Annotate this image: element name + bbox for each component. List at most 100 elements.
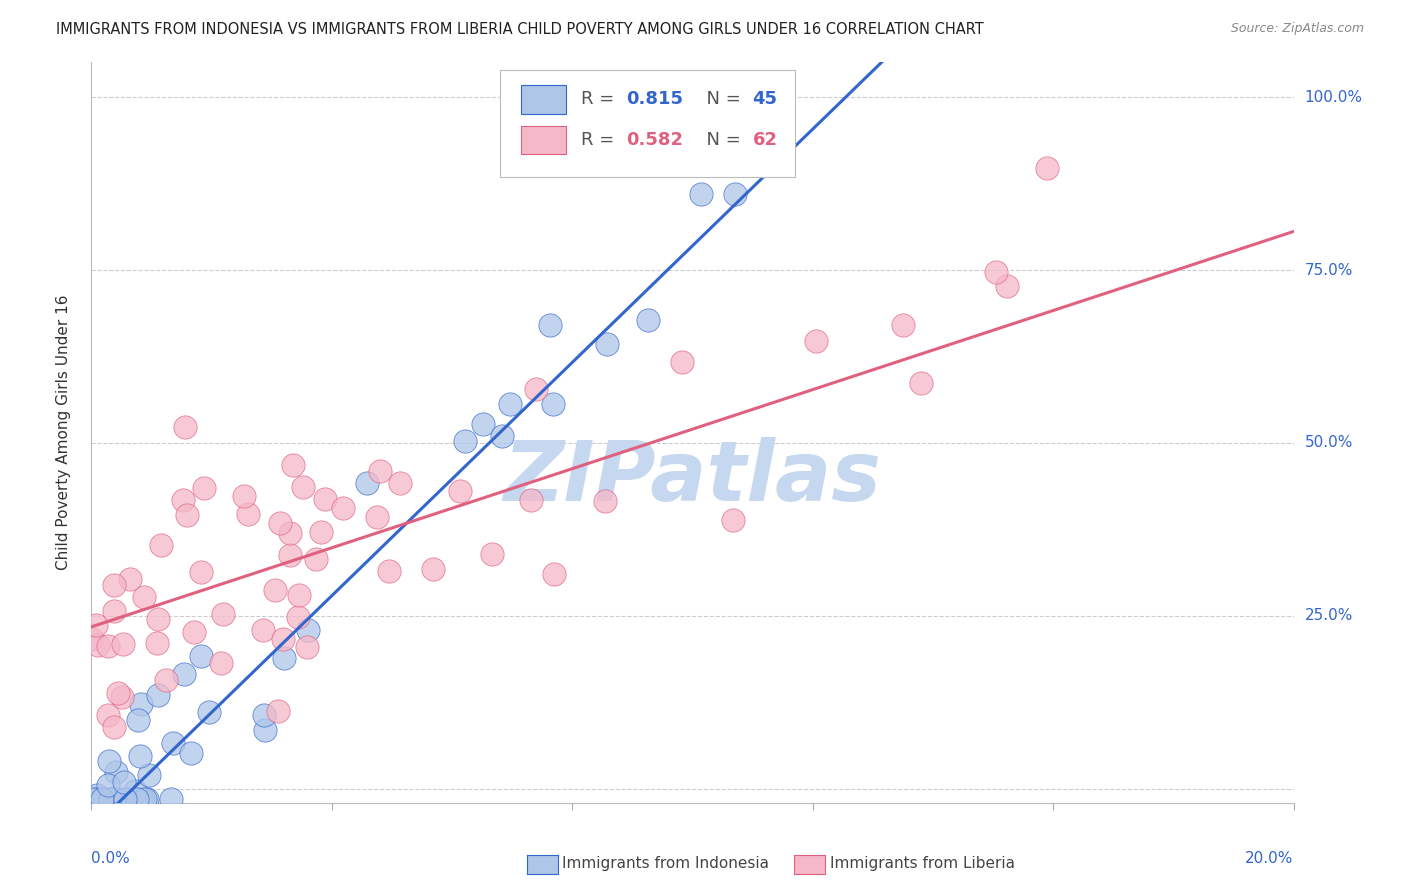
- Point: [209, 656, 232, 670]
- Point: [278, 549, 301, 563]
- Point: [111, 690, 134, 705]
- Point: [190, 649, 212, 664]
- Point: [174, 420, 197, 434]
- Text: Immigrants from Indonesia: Immigrants from Indonesia: [562, 856, 769, 871]
- Text: 25.0%: 25.0%: [1305, 608, 1353, 624]
- Point: [543, 567, 565, 582]
- Point: [136, 792, 159, 806]
- Point: [98, 792, 121, 806]
- Text: 45: 45: [752, 90, 778, 109]
- Point: [86, 792, 108, 806]
- Point: [129, 748, 152, 763]
- Text: 75.0%: 75.0%: [1305, 262, 1353, 277]
- Point: [138, 768, 160, 782]
- Text: 0.815: 0.815: [626, 90, 683, 109]
- Point: [314, 491, 336, 506]
- Text: R =: R =: [581, 131, 620, 149]
- Point: [356, 475, 378, 490]
- Point: [180, 746, 202, 760]
- Point: [104, 764, 127, 779]
- Point: [288, 588, 311, 602]
- Point: [278, 525, 301, 540]
- Point: [273, 651, 295, 665]
- FancyBboxPatch shape: [520, 86, 567, 113]
- Point: [253, 708, 276, 723]
- Text: 50.0%: 50.0%: [1305, 435, 1353, 450]
- Point: [118, 573, 141, 587]
- Point: [910, 376, 932, 391]
- Text: 0.582: 0.582: [626, 131, 683, 149]
- Point: [366, 510, 388, 524]
- Point: [287, 610, 309, 624]
- Point: [87, 638, 110, 652]
- Point: [269, 516, 291, 530]
- Point: [263, 583, 285, 598]
- Point: [193, 481, 215, 495]
- Point: [131, 792, 153, 806]
- Point: [305, 551, 328, 566]
- Point: [491, 429, 513, 443]
- Point: [281, 458, 304, 473]
- Point: [481, 547, 503, 561]
- Point: [690, 186, 713, 201]
- Point: [155, 673, 177, 688]
- FancyBboxPatch shape: [520, 126, 567, 154]
- Point: [724, 187, 747, 202]
- Point: [233, 490, 256, 504]
- Point: [97, 754, 120, 768]
- Text: IMMIGRANTS FROM INDONESIA VS IMMIGRANTS FROM LIBERIA CHILD POVERTY AMONG GIRLS U: IMMIGRANTS FROM INDONESIA VS IMMIGRANTS …: [56, 22, 984, 37]
- Point: [146, 689, 169, 703]
- Point: [671, 355, 693, 369]
- Point: [422, 562, 444, 576]
- Point: [131, 697, 153, 711]
- Point: [183, 625, 205, 640]
- Point: [103, 578, 125, 592]
- Point: [1036, 161, 1059, 176]
- Text: N =: N =: [695, 131, 747, 149]
- Point: [499, 397, 522, 411]
- Point: [253, 723, 276, 737]
- Point: [112, 775, 135, 789]
- Point: [173, 666, 195, 681]
- Point: [211, 607, 233, 621]
- Point: [541, 397, 564, 411]
- Point: [471, 417, 494, 431]
- Point: [271, 632, 294, 647]
- Point: [176, 508, 198, 522]
- Point: [198, 705, 221, 719]
- Point: [160, 792, 183, 806]
- Point: [84, 792, 107, 806]
- Point: [596, 337, 619, 351]
- Point: [190, 565, 212, 579]
- Text: 62: 62: [752, 131, 778, 149]
- Point: [111, 637, 134, 651]
- Point: [721, 513, 744, 527]
- Text: N =: N =: [695, 90, 747, 109]
- Point: [453, 434, 475, 448]
- Point: [236, 507, 259, 521]
- Point: [134, 590, 156, 604]
- Point: [389, 476, 412, 491]
- Point: [524, 382, 547, 396]
- Point: [103, 791, 125, 805]
- Point: [97, 639, 120, 653]
- Point: [122, 792, 145, 806]
- Point: [637, 312, 659, 326]
- Point: [984, 265, 1007, 279]
- Point: [86, 789, 108, 803]
- Point: [125, 792, 148, 806]
- Point: [891, 318, 914, 333]
- Point: [519, 492, 541, 507]
- Point: [114, 792, 136, 806]
- Text: R =: R =: [581, 90, 620, 109]
- Text: ZIPatlas: ZIPatlas: [503, 436, 882, 517]
- Point: [297, 623, 319, 637]
- Point: [115, 792, 138, 806]
- Y-axis label: Child Poverty Among Girls Under 16: Child Poverty Among Girls Under 16: [56, 295, 70, 570]
- FancyBboxPatch shape: [501, 70, 794, 178]
- Point: [97, 778, 120, 792]
- Point: [84, 618, 107, 632]
- Text: Immigrants from Liberia: Immigrants from Liberia: [830, 856, 1015, 871]
- Point: [368, 464, 391, 478]
- Point: [97, 708, 120, 723]
